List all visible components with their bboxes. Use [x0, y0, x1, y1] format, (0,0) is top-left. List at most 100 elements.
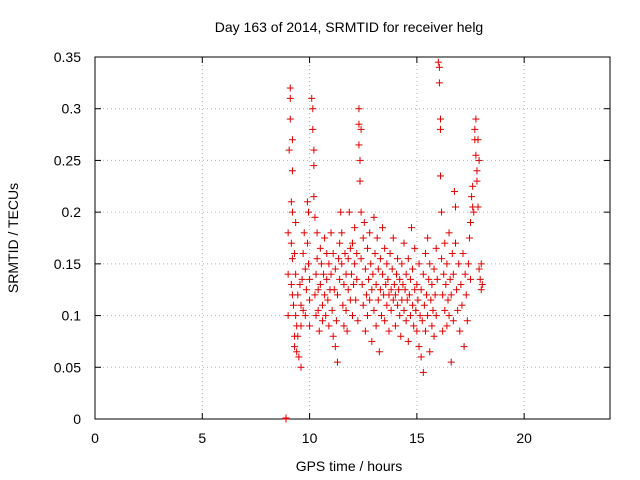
data-point — [291, 250, 299, 258]
data-point — [376, 286, 384, 294]
data-point — [303, 239, 311, 247]
data-point — [390, 281, 398, 289]
data-point — [331, 343, 339, 351]
data-point — [386, 250, 394, 258]
data-point — [411, 244, 419, 252]
data-point — [353, 250, 361, 258]
data-point — [284, 229, 292, 237]
data-point — [473, 177, 481, 185]
data-point — [474, 136, 482, 144]
data-point — [313, 255, 321, 263]
chart-title: Day 163 of 2014, SRMTID for receiver hel… — [215, 19, 483, 35]
data-point — [362, 291, 370, 299]
data-point — [285, 146, 293, 154]
data-point — [312, 312, 320, 320]
data-point — [395, 286, 403, 294]
data-point — [392, 270, 400, 278]
y-tick-label: 0.3 — [62, 101, 82, 117]
data-point — [409, 301, 417, 309]
data-point — [460, 343, 468, 351]
y-tick-label: 0.25 — [54, 152, 81, 168]
data-point — [351, 260, 359, 268]
data-point — [287, 281, 295, 289]
data-point — [291, 343, 299, 351]
data-point — [314, 286, 322, 294]
data-point — [473, 167, 481, 175]
data-point — [467, 275, 475, 283]
data-point — [383, 260, 391, 268]
data-point — [457, 281, 465, 289]
data-point — [364, 244, 372, 252]
data-point — [406, 275, 414, 283]
data-point — [455, 260, 463, 268]
x-tick-labels: 0 5 10 15 20 — [91, 430, 532, 446]
data-point — [414, 296, 422, 304]
data-point — [340, 322, 348, 330]
data-point — [369, 270, 377, 278]
data-point — [420, 301, 428, 309]
data-point — [424, 234, 432, 242]
data-point — [447, 291, 455, 299]
data-point — [333, 291, 341, 299]
data-point — [299, 306, 307, 314]
y-tick-label: 0.15 — [54, 256, 81, 272]
data-point — [361, 265, 369, 273]
data-point — [297, 301, 305, 309]
data-point — [303, 198, 311, 206]
data-point — [347, 270, 355, 278]
data-point — [443, 260, 451, 268]
grid-lines — [95, 57, 610, 419]
data-point — [287, 198, 295, 206]
data-point — [323, 250, 331, 258]
data-point — [459, 250, 467, 258]
data-point — [418, 317, 426, 325]
data-point — [316, 281, 324, 289]
data-point — [328, 306, 336, 314]
data-point — [315, 327, 323, 335]
data-point — [429, 306, 437, 314]
data-point — [438, 255, 446, 263]
data-point — [430, 265, 438, 273]
data-point — [379, 270, 387, 278]
data-point — [389, 296, 397, 304]
data-point — [355, 141, 363, 149]
data-point — [449, 270, 457, 278]
data-point — [299, 250, 307, 258]
data-point — [456, 327, 464, 335]
data-point — [364, 312, 372, 320]
data-point — [287, 239, 295, 247]
data-point — [338, 229, 346, 237]
data-point — [440, 270, 448, 278]
data-point — [306, 275, 314, 283]
data-point — [327, 229, 335, 237]
x-tick-label: 20 — [516, 430, 532, 446]
data-point — [360, 218, 368, 226]
data-point — [405, 291, 413, 299]
data-point — [366, 296, 374, 304]
data-point — [408, 224, 416, 232]
y-tick-label: 0.35 — [54, 49, 81, 65]
data-point — [357, 125, 365, 133]
data-point — [371, 250, 379, 258]
data-point — [388, 265, 396, 273]
data-point — [421, 327, 429, 335]
data-point — [376, 255, 384, 263]
data-point — [293, 348, 301, 356]
data-point — [375, 348, 383, 356]
data-point — [435, 79, 443, 87]
data-point — [310, 193, 318, 201]
data-point — [446, 275, 454, 283]
data-point — [302, 286, 310, 294]
data-point — [318, 317, 326, 325]
data-point — [372, 281, 380, 289]
data-point — [475, 265, 483, 273]
data-point — [324, 296, 332, 304]
data-point — [396, 312, 404, 320]
data-point — [321, 234, 329, 242]
data-point — [333, 358, 341, 366]
data-point — [340, 281, 348, 289]
data-point — [428, 281, 436, 289]
data-point — [398, 260, 406, 268]
data-point — [366, 229, 374, 237]
data-point — [462, 291, 470, 299]
